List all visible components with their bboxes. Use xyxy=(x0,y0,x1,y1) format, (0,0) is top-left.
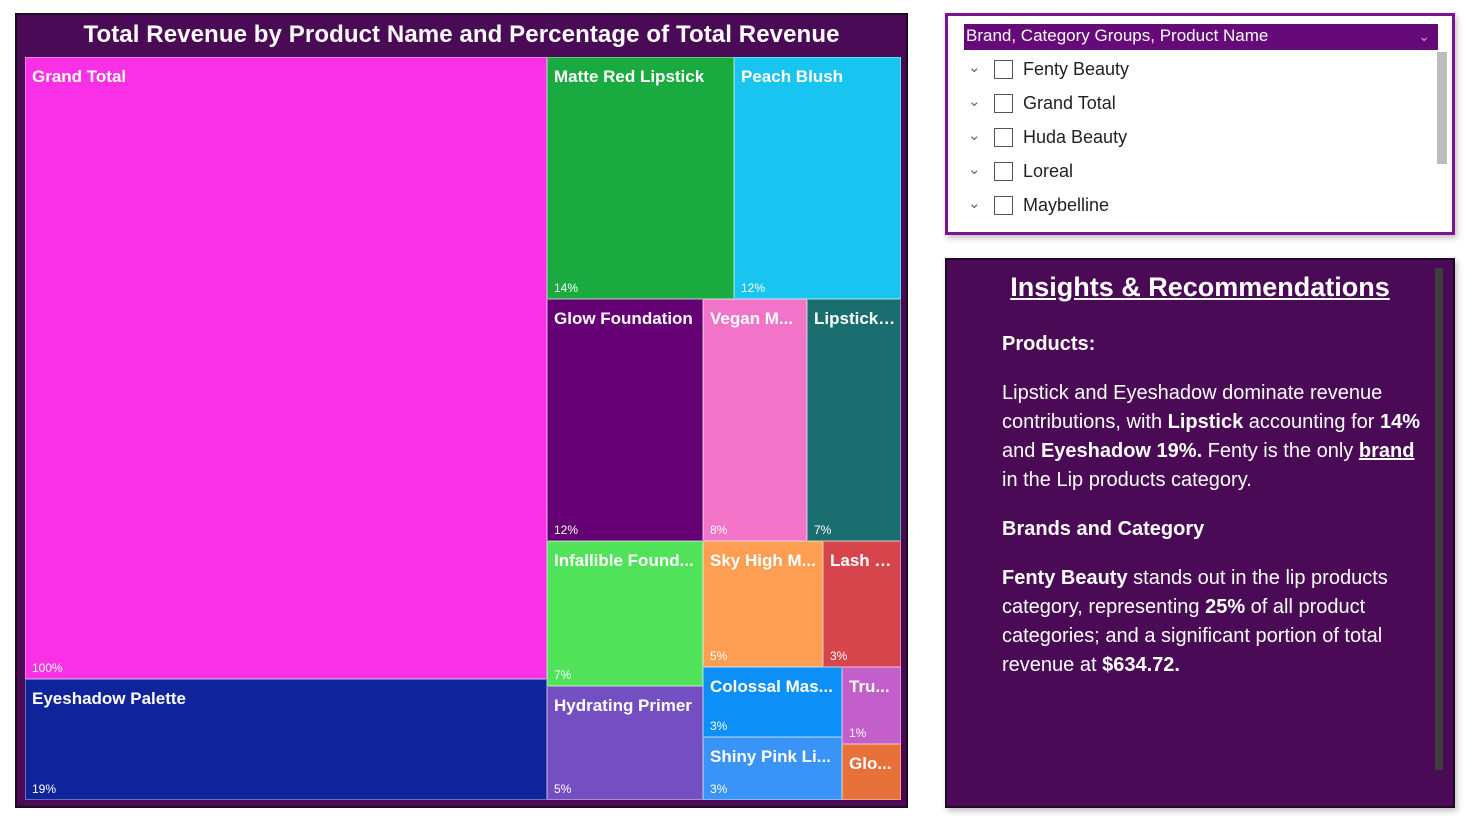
tile-percent: 19% xyxy=(32,782,57,796)
tile-label: Eyeshadow Palette xyxy=(32,689,187,708)
chart-title: Total Revenue by Product Name and Percen… xyxy=(83,21,840,48)
treemap-tile-hydrating-primer[interactable]: Hydrating Primer 5% xyxy=(547,686,703,800)
insights-panel: Insights & Recommendations Products: Lip… xyxy=(945,258,1455,808)
text-run: Fenty Beauty xyxy=(1002,567,1128,589)
chevron-down-icon[interactable]: ⌄ xyxy=(968,161,981,178)
slicer-item[interactable]: ⌄ Fenty Beauty xyxy=(964,54,1438,88)
tile-label: Peach Blush xyxy=(741,67,844,86)
insights-title: Insights & Recommendations xyxy=(1010,272,1390,302)
checkbox[interactable] xyxy=(994,162,1013,181)
chevron-down-icon[interactable]: ⌄ xyxy=(968,59,981,76)
tile-percent: 5% xyxy=(554,782,572,796)
products-heading: Products: xyxy=(1002,333,1096,355)
treemap-tile-grand-total[interactable]: Grand Total 100% xyxy=(25,57,547,679)
tile-percent: 1% xyxy=(849,726,867,740)
text-run: $634.72. xyxy=(1102,654,1180,676)
tile-label: Infallible Found... xyxy=(554,551,694,570)
chevron-down-icon[interactable]: ⌄ xyxy=(1418,28,1430,44)
tile-percent: 7% xyxy=(814,523,832,537)
tile-label: Glow Foundation xyxy=(554,309,693,328)
treemap-tile-shiny-pink-li[interactable]: Shiny Pink Li... 3% xyxy=(703,737,842,800)
text-run: and xyxy=(1002,440,1041,462)
chevron-down-icon[interactable]: ⌄ xyxy=(968,195,981,212)
treemap-tile-glo[interactable]: Glo... xyxy=(842,744,901,800)
products-paragraph: Lipstick and Eyeshadow dominate revenue … xyxy=(1002,379,1432,495)
brands-paragraph: Fenty Beauty stands out in the lip produ… xyxy=(1002,564,1432,680)
text-run: Lipstick xyxy=(1167,411,1244,433)
tile-label: Glo... xyxy=(849,754,892,773)
slicer-header-label: Brand, Category Groups, Product Name xyxy=(966,26,1269,45)
tile-label: Tru... xyxy=(849,677,890,696)
text-run: Fenty is the only xyxy=(1202,440,1359,462)
treemap-area: Grand Total 100% Eyeshadow Palette 19% Matte… xyxy=(25,57,901,800)
treemap-tile-lipstick[interactable]: Lipstick ... 7% xyxy=(807,299,901,541)
treemap-tile-colossal-mas[interactable]: Colossal Mas... 3% xyxy=(703,667,842,737)
slicer-item[interactable]: ⌄ Loreal xyxy=(964,156,1438,190)
slicer-item-label: Grand Total xyxy=(1023,93,1116,113)
brands-heading: Brands and Category xyxy=(1002,518,1205,540)
tile-percent: 3% xyxy=(710,719,728,733)
chevron-down-icon[interactable]: ⌄ xyxy=(968,93,981,110)
tile-label: Lash S... xyxy=(830,551,896,570)
tile-percent: 14% xyxy=(554,281,579,295)
text-run: Lipstick and Eyeshadow dominate revenue … xyxy=(1002,382,1383,433)
checkbox[interactable] xyxy=(994,128,1013,147)
tile-label: Hydrating Primer xyxy=(554,696,692,715)
tile-label: Shiny Pink Li... xyxy=(710,747,831,766)
slicer-list: ⌄ Fenty Beauty ⌄ Grand Total ⌄ Huda Beauty ⌄ Lo… xyxy=(964,54,1438,224)
tile-label: Grand Total xyxy=(32,67,127,86)
treemap-tile-lash-s[interactable]: Lash S... 3% xyxy=(823,541,901,667)
slicer-item[interactable]: ⌄ Grand Total xyxy=(964,88,1438,122)
tile-label: Lipstick ... xyxy=(814,309,896,328)
slicer-item[interactable]: ⌄ Maybelline xyxy=(964,190,1438,224)
text-run: of all product categories; and a signifi… xyxy=(1002,596,1383,676)
slicer-scrollbar[interactable] xyxy=(1437,52,1447,164)
tile-percent: 100% xyxy=(32,661,63,675)
tile-percent: 7% xyxy=(554,668,572,682)
insights-scrollbar[interactable] xyxy=(1435,268,1443,770)
slicer-item-label: Fenty Beauty xyxy=(1023,59,1130,79)
tile-percent: 3% xyxy=(710,782,728,796)
treemap-tile-tru[interactable]: Tru... 1% xyxy=(842,667,901,744)
tile-label: Sky High M... xyxy=(710,551,816,570)
slicer-item[interactable]: ⌄ Huda Beauty xyxy=(964,122,1438,156)
treemap-tile-eyeshadow-palette[interactable]: Eyeshadow Palette 19% xyxy=(25,679,547,800)
text-run: Eyeshadow 19%. xyxy=(1040,440,1203,462)
tile-label: Colossal Mas... xyxy=(710,677,833,696)
text-run: accounting for xyxy=(1243,411,1380,433)
checkbox[interactable] xyxy=(994,196,1013,215)
slicer-header[interactable]: Brand, Category Groups, Product Name ⌄ xyxy=(964,24,1438,50)
treemap-tile-infallible-found[interactable]: Infallible Found... 7% xyxy=(547,541,703,686)
tile-percent: 8% xyxy=(710,523,728,537)
insights-body: Products: Lipstick and Eyeshadow dominat… xyxy=(1002,330,1432,700)
treemap-panel: Total Revenue by Product Name and Percen… xyxy=(15,13,908,808)
treemap-tile-vegan-m[interactable]: Vegan M... 8% xyxy=(703,299,807,541)
tile-percent: 12% xyxy=(741,281,766,295)
treemap-tile-peach-blush[interactable]: Peach Blush 12% xyxy=(734,57,901,299)
tile-percent: 12% xyxy=(554,523,579,537)
slicer-item-label: Loreal xyxy=(1023,161,1074,181)
slicer-item-label: Huda Beauty xyxy=(1023,127,1128,147)
text-run: 14% xyxy=(1379,411,1420,433)
text-run: stands out in the lip products category,… xyxy=(1002,567,1388,618)
tile-label: Vegan M... xyxy=(710,309,794,328)
treemap-tile-glow-foundation[interactable]: Glow Foundation 12% xyxy=(547,299,703,541)
tile-percent: 5% xyxy=(710,649,728,663)
brand-slicer: Brand, Category Groups, Product Name ⌄ ⌄… xyxy=(945,13,1455,235)
treemap-tile-sky-high-m[interactable]: Sky High M... 5% xyxy=(703,541,823,667)
treemap-tile-matte-red-lipstick[interactable]: Matte Red Lipstick 14% xyxy=(547,57,734,299)
tile-percent: 3% xyxy=(830,649,848,663)
chevron-down-icon[interactable]: ⌄ xyxy=(968,127,981,144)
checkbox[interactable] xyxy=(994,94,1013,113)
text-run: in the Lip products category. xyxy=(1002,469,1252,491)
tile-label: Matte Red Lipstick xyxy=(554,67,705,86)
slicer-item-label: Maybelline xyxy=(1023,195,1110,215)
text-run: brand xyxy=(1358,440,1415,462)
text-run: 25% xyxy=(1205,596,1246,618)
checkbox[interactable] xyxy=(994,60,1013,79)
